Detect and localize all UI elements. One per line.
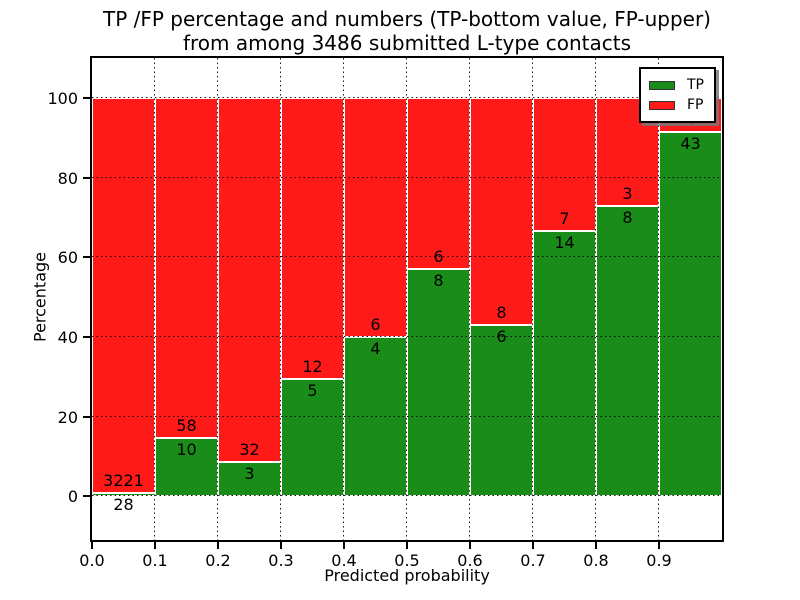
- bar-count-tp-7: 14: [554, 232, 575, 252]
- gridline-x-0.1: [154, 58, 157, 540]
- x-tick-0.8: [595, 542, 597, 549]
- bar-count-fp-0: 3221: [103, 470, 144, 490]
- x-tick-0.4: [343, 542, 345, 549]
- chart-title: TP /FP percentage and numbers (TP-bottom…: [92, 7, 722, 55]
- x-tick-0.5: [406, 542, 408, 549]
- x-tick-label-0.2: 0.2: [205, 551, 231, 570]
- bar-count-tp-8: 8: [622, 208, 633, 228]
- chart-title-line1: TP /FP percentage and numbers (TP-bottom…: [103, 7, 711, 31]
- bar-count-tp-4: 4: [370, 338, 381, 358]
- x-tick-0.9: [658, 542, 660, 549]
- bar-segment-tp-7: [533, 230, 596, 497]
- bar-segment-fp-6: [470, 97, 533, 326]
- x-tick-label-0.7: 0.7: [520, 551, 546, 570]
- bar-segment-tp-9: [659, 131, 722, 497]
- bar-segment-fp-2: [218, 97, 281, 463]
- bar-count-tp-9: 43: [680, 133, 701, 153]
- x-tick-0.6: [469, 542, 471, 549]
- y-tick-label-40: 40: [57, 327, 78, 347]
- x-tick-label-0.3: 0.3: [268, 551, 294, 570]
- bar-count-fp-3: 12: [302, 357, 323, 377]
- bar-count-fp-5: 6: [433, 246, 444, 266]
- bar-count-fp-1: 58: [176, 415, 197, 435]
- bar-segment-fp-4: [344, 97, 407, 337]
- bar-count-tp-6: 6: [496, 327, 507, 347]
- legend-item-tp: TP: [649, 75, 704, 95]
- x-tick-label-0.9: 0.9: [646, 551, 672, 570]
- gridline-x-0.5: [406, 58, 409, 540]
- gridline-x-0.8: [595, 58, 598, 540]
- y-tick-80: [83, 176, 90, 179]
- x-tick-label-0.4: 0.4: [331, 551, 357, 570]
- bar-segment-fp-7: [533, 97, 596, 231]
- bar-count-tp-5: 8: [433, 270, 444, 290]
- legend-label-fp: FP: [687, 97, 704, 113]
- bar-segment-fp-1: [155, 97, 218, 438]
- bar-segment-tp-5: [407, 268, 470, 497]
- x-tick-label-0.5: 0.5: [394, 551, 420, 570]
- legend: TP FP: [639, 67, 716, 123]
- y-tick-label-80: 80: [57, 168, 78, 188]
- x-tick-label-0.1: 0.1: [142, 551, 168, 570]
- bar-count-fp-2: 32: [239, 440, 260, 460]
- bar-count-tp-0: 28: [113, 494, 134, 514]
- bar-count-tp-3: 5: [307, 381, 318, 401]
- bar-segment-tp-6: [470, 325, 533, 497]
- gridline-x-0.2: [217, 58, 220, 540]
- x-tick-label-0.6: 0.6: [457, 551, 483, 570]
- bar-count-tp-1: 10: [176, 439, 197, 459]
- x-tick-label-0.8: 0.8: [583, 551, 609, 570]
- x-tick-0.2: [217, 542, 219, 549]
- y-tick-label-0: 0: [67, 487, 78, 507]
- chart-title-line2: from among 3486 submitted L-type contact…: [182, 31, 632, 55]
- bar-count-fp-7: 7: [559, 208, 570, 228]
- bar-segment-tp-8: [596, 206, 659, 497]
- x-tick-label-0.0: 0.0: [79, 551, 105, 570]
- y-tick-60: [83, 256, 90, 259]
- tp-swatch-icon: [649, 80, 675, 90]
- y-tick-100: [83, 96, 90, 99]
- gridline-x-0.9: [658, 58, 661, 540]
- bar-count-fp-6: 8: [496, 303, 507, 323]
- y-tick-label-20: 20: [57, 407, 78, 427]
- y-tick-label-100: 100: [47, 88, 78, 108]
- legend-label-tp: TP: [687, 77, 704, 93]
- x-axis-label: Predicted probability: [324, 566, 490, 585]
- bar-count-fp-8: 3: [622, 184, 633, 204]
- gridline-x-0.3: [280, 58, 283, 540]
- x-tick-0.0: [91, 542, 93, 549]
- legend-item-fp: FP: [649, 95, 704, 115]
- gridline-x-0.6: [469, 58, 472, 540]
- plot-area: TP FP 322128581032312564688671438443: [90, 56, 724, 542]
- gridline-x-0.7: [532, 58, 535, 540]
- x-tick-0.1: [154, 542, 156, 549]
- bar-count-tp-2: 3: [244, 464, 255, 484]
- y-tick-40: [83, 335, 90, 338]
- y-tick-20: [83, 415, 90, 418]
- fp-swatch-icon: [649, 100, 675, 110]
- gridline-x-0.4: [343, 58, 346, 540]
- y-tick-0: [83, 495, 90, 498]
- bar-segment-fp-0: [92, 97, 155, 493]
- x-tick-0.3: [280, 542, 282, 549]
- y-tick-label-60: 60: [57, 248, 78, 268]
- bar-segment-fp-5: [407, 97, 470, 269]
- x-tick-0.7: [532, 542, 534, 549]
- bar-count-fp-4: 6: [370, 314, 381, 334]
